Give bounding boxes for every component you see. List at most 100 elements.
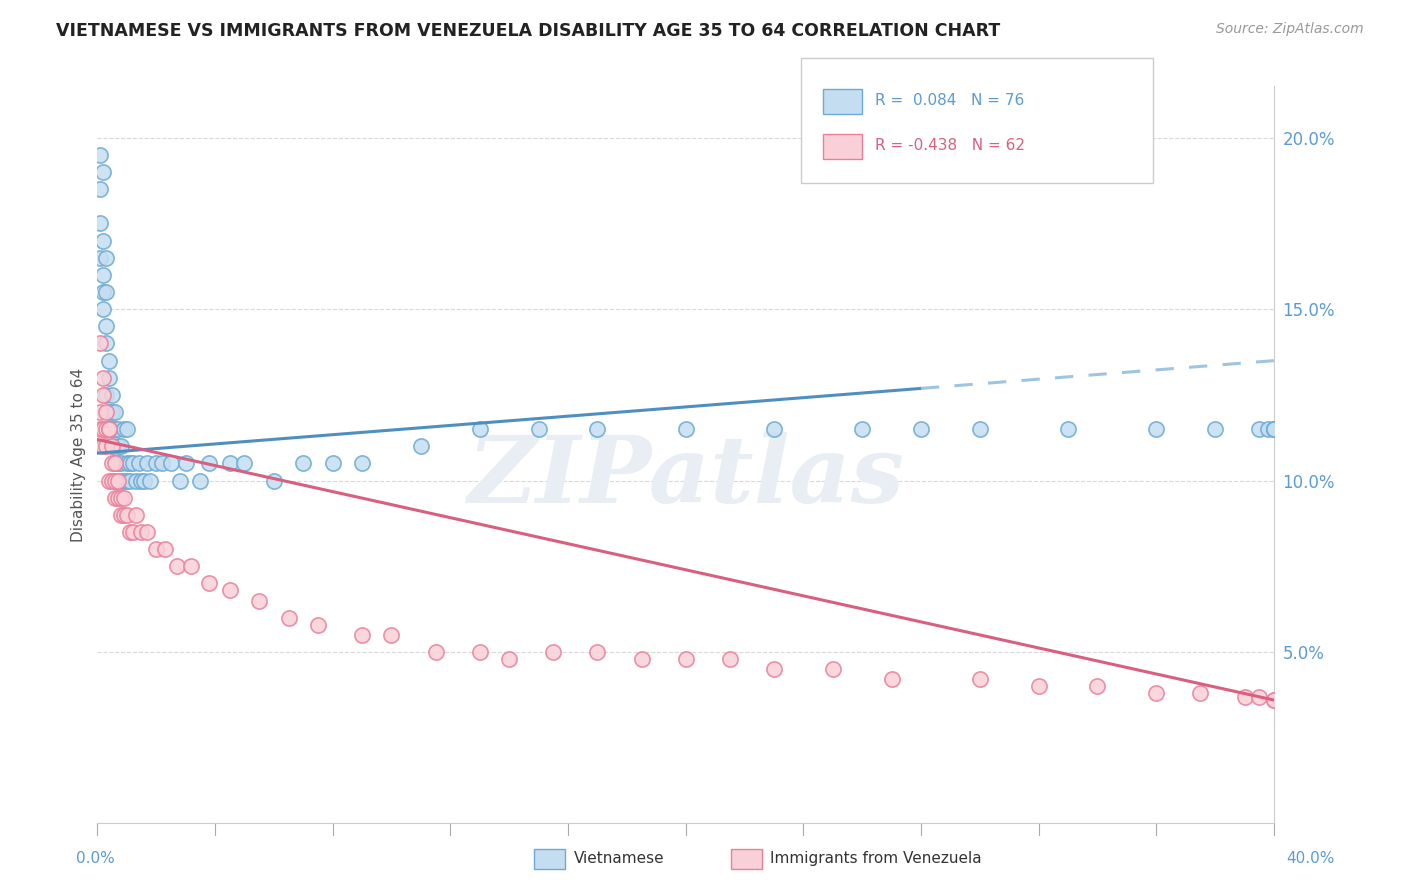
Point <box>1204 422 1226 436</box>
Point <box>96 405 118 419</box>
Point <box>96 251 118 265</box>
Point <box>107 474 129 488</box>
Point <box>118 474 141 488</box>
Point <box>233 457 256 471</box>
Point <box>104 474 127 488</box>
Text: 40.0%: 40.0% <box>1286 851 1334 865</box>
Point <box>586 645 609 659</box>
Point <box>121 524 143 539</box>
Point <box>91 302 114 317</box>
Point <box>89 405 111 419</box>
Point <box>851 422 873 436</box>
Point <box>98 405 121 419</box>
Point <box>101 474 124 488</box>
Point <box>118 524 141 539</box>
Point <box>198 457 221 471</box>
Point <box>112 508 135 522</box>
Point <box>104 405 127 419</box>
Point <box>115 508 138 522</box>
Point <box>145 457 167 471</box>
Point <box>307 617 329 632</box>
Point <box>1263 422 1285 436</box>
Point <box>91 285 114 299</box>
Point <box>104 491 127 505</box>
Point <box>101 457 124 471</box>
Point <box>91 439 114 453</box>
Point <box>1257 422 1279 436</box>
Point <box>91 371 114 385</box>
Point <box>166 559 188 574</box>
Point <box>630 652 652 666</box>
Point <box>115 457 138 471</box>
Text: ZIPatlas: ZIPatlas <box>467 432 904 522</box>
Point <box>409 439 432 453</box>
Point <box>352 457 374 471</box>
Point <box>96 285 118 299</box>
Point <box>89 422 111 436</box>
Text: Immigrants from Venezuela: Immigrants from Venezuela <box>770 851 983 865</box>
Point <box>112 422 135 436</box>
Point <box>104 457 127 471</box>
Point <box>675 422 697 436</box>
Point <box>910 422 932 436</box>
Point <box>1233 690 1256 704</box>
Point <box>218 583 240 598</box>
Point <box>89 251 111 265</box>
Point <box>1263 693 1285 707</box>
Point <box>89 182 111 196</box>
Text: Vietnamese: Vietnamese <box>574 851 664 865</box>
Point <box>969 422 991 436</box>
Point <box>96 336 118 351</box>
Point <box>527 422 550 436</box>
Point <box>1249 690 1271 704</box>
Point <box>425 645 447 659</box>
Point <box>498 652 520 666</box>
Point <box>1057 422 1080 436</box>
Point <box>1263 422 1285 436</box>
Point <box>136 457 159 471</box>
Text: Source: ZipAtlas.com: Source: ZipAtlas.com <box>1216 22 1364 37</box>
Point <box>1263 422 1285 436</box>
Point <box>1189 686 1212 700</box>
Point <box>322 457 344 471</box>
Point <box>218 457 240 471</box>
Point <box>131 524 153 539</box>
Point <box>1144 422 1167 436</box>
Point <box>98 353 121 368</box>
Point <box>762 422 785 436</box>
Point <box>1144 686 1167 700</box>
Point <box>145 542 167 557</box>
Point <box>586 422 609 436</box>
Point <box>136 524 159 539</box>
Point <box>115 474 138 488</box>
Point <box>96 319 118 334</box>
Point <box>110 457 132 471</box>
Point <box>101 439 124 453</box>
Point <box>118 457 141 471</box>
Point <box>89 217 111 231</box>
Point <box>101 388 124 402</box>
Point <box>91 234 114 248</box>
Point <box>96 388 118 402</box>
Point <box>101 422 124 436</box>
Point <box>821 662 844 676</box>
Y-axis label: Disability Age 35 to 64: Disability Age 35 to 64 <box>72 368 86 542</box>
Point <box>101 405 124 419</box>
Point <box>104 457 127 471</box>
Point <box>153 542 176 557</box>
Point <box>112 491 135 505</box>
Point <box>1028 679 1050 693</box>
Point <box>150 457 173 471</box>
Text: R = -0.438   N = 62: R = -0.438 N = 62 <box>875 138 1025 153</box>
Point <box>247 593 270 607</box>
Point <box>112 474 135 488</box>
Point <box>1263 693 1285 707</box>
Text: VIETNAMESE VS IMMIGRANTS FROM VENEZUELA DISABILITY AGE 35 TO 64 CORRELATION CHAR: VIETNAMESE VS IMMIGRANTS FROM VENEZUELA … <box>56 22 1001 40</box>
Point <box>96 422 118 436</box>
Point <box>762 662 785 676</box>
Point <box>1249 422 1271 436</box>
Point <box>110 474 132 488</box>
Point <box>1087 679 1109 693</box>
Point <box>91 268 114 282</box>
Point <box>104 422 127 436</box>
